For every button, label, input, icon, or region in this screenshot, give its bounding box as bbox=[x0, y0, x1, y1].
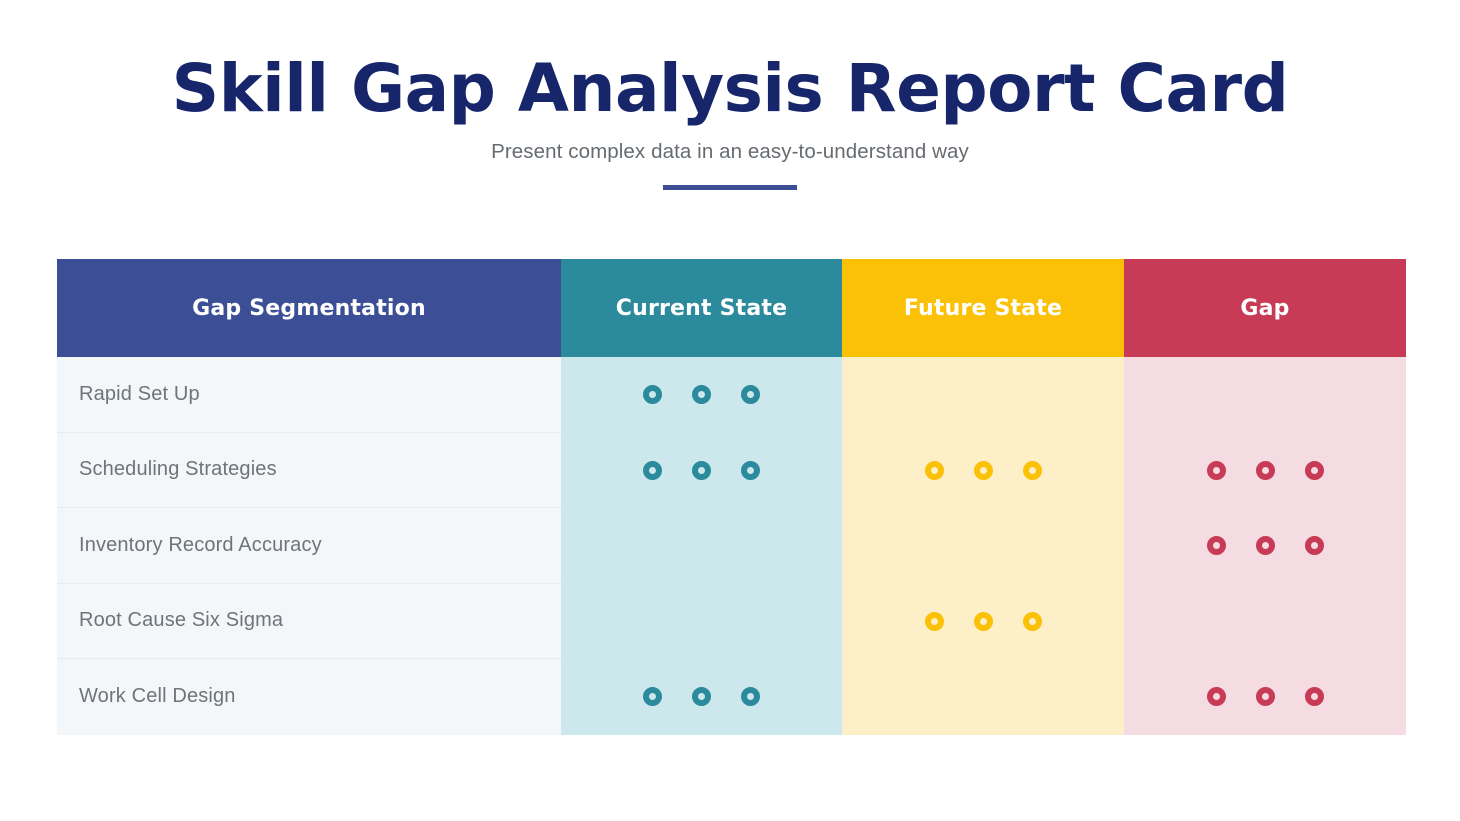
rating-ring-icon bbox=[1206, 460, 1226, 480]
table-row-label: Rapid Set Up bbox=[57, 357, 561, 433]
column-body-current-state bbox=[561, 357, 842, 735]
rating-ring-icon bbox=[1022, 460, 1042, 480]
rating-ring-icon bbox=[1255, 460, 1275, 480]
rating-ring-icon bbox=[1206, 687, 1226, 707]
rating-cell-gap[interactable] bbox=[1124, 659, 1406, 735]
rating-cell-current[interactable] bbox=[561, 433, 842, 509]
header-block: Skill Gap Analysis Report Card Present c… bbox=[0, 50, 1460, 191]
rating-cell-future[interactable] bbox=[842, 508, 1124, 584]
table-row-label: Work Cell Design bbox=[79, 685, 236, 708]
title-divider bbox=[663, 185, 797, 191]
rating-ring-icon bbox=[643, 460, 662, 480]
rating-cell-current[interactable] bbox=[561, 584, 842, 660]
rating-cell-future[interactable] bbox=[842, 357, 1124, 433]
column-header-label: Current State bbox=[615, 295, 788, 321]
rating-ring-icon bbox=[643, 687, 662, 707]
skill-gap-table: Gap Segmentation Current State Future St… bbox=[57, 259, 1406, 735]
rating-ring-icon bbox=[692, 460, 711, 480]
column-header-label: Future State bbox=[903, 295, 1063, 321]
column-header-future-state[interactable]: Future State bbox=[842, 259, 1124, 357]
page-subtitle: Present complex data in an easy-to-under… bbox=[491, 140, 969, 164]
rating-ring-icon bbox=[741, 385, 760, 405]
column-body-gap-segmentation: Rapid Set Up Scheduling Strategies Invento… bbox=[57, 357, 561, 735]
rating-ring-icon bbox=[741, 460, 760, 480]
rating-ring-icon bbox=[1022, 611, 1042, 631]
rating-ring-icon bbox=[1304, 460, 1324, 480]
rating-cell-future[interactable] bbox=[842, 584, 1124, 660]
rating-ring-icon bbox=[741, 687, 760, 707]
rating-cell-gap[interactable] bbox=[1124, 357, 1406, 433]
rating-ring-icon bbox=[1206, 536, 1226, 556]
rating-ring-icon bbox=[1304, 536, 1324, 556]
column-header-gap[interactable]: Gap bbox=[1124, 259, 1406, 357]
column-body-future-state bbox=[842, 357, 1124, 735]
rating-ring-icon bbox=[924, 611, 944, 631]
table-row-label: Inventory Record Accuracy bbox=[57, 508, 561, 584]
column-header-gap-segmentation[interactable]: Gap Segmentation bbox=[57, 259, 561, 357]
column-body-gap bbox=[1124, 357, 1406, 735]
table-body: Rapid Set Up Scheduling Strategies Invento… bbox=[57, 357, 1406, 735]
page-title: Skill Gap Analysis Report Card bbox=[171, 50, 1289, 127]
rating-cell-future[interactable] bbox=[842, 433, 1124, 509]
rating-ring-icon bbox=[973, 460, 993, 480]
table-row-label: Root Cause Six Sigma bbox=[57, 584, 561, 659]
rating-ring-icon bbox=[1255, 536, 1275, 556]
rating-ring-icon bbox=[643, 385, 662, 405]
rating-cell-future[interactable] bbox=[842, 659, 1124, 735]
rating-ring-icon bbox=[1304, 687, 1324, 707]
rating-ring-icon bbox=[692, 687, 711, 707]
rating-cell-gap[interactable] bbox=[1124, 433, 1406, 509]
column-header-current-state[interactable]: Current State bbox=[561, 259, 842, 357]
rating-ring-icon bbox=[692, 385, 711, 405]
rating-ring-icon bbox=[1255, 687, 1275, 707]
rating-cell-current[interactable] bbox=[561, 357, 842, 433]
column-header-label: Gap Segmentation bbox=[192, 295, 426, 321]
rating-cell-gap[interactable] bbox=[1124, 508, 1406, 584]
rating-ring-icon bbox=[973, 611, 993, 631]
rating-cell-current[interactable] bbox=[561, 508, 842, 584]
column-header-label: Gap bbox=[1240, 295, 1290, 321]
rating-ring-icon bbox=[924, 460, 944, 480]
rating-cell-gap[interactable] bbox=[1124, 584, 1406, 660]
rating-cell-current[interactable] bbox=[561, 659, 842, 735]
table-row-label: Scheduling Strategies bbox=[57, 433, 561, 508]
table-header-row: Gap Segmentation Current State Future St… bbox=[57, 259, 1406, 357]
